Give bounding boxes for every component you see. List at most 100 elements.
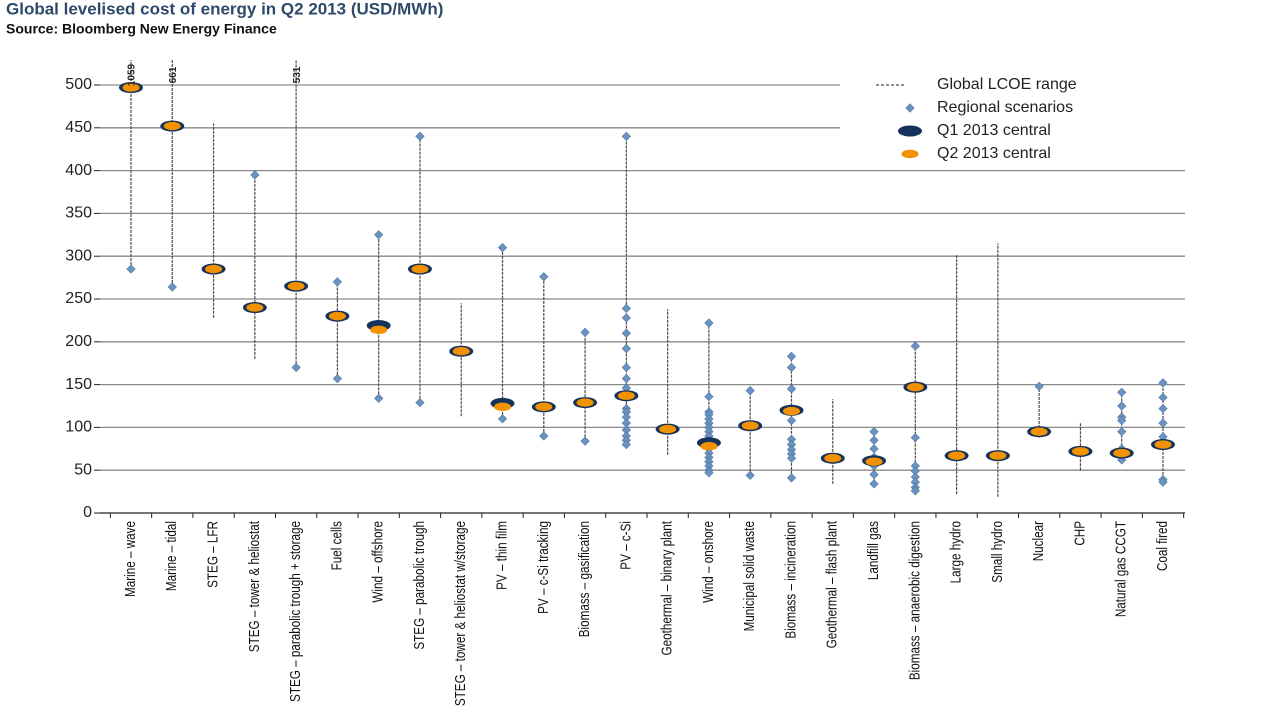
q2-central xyxy=(122,83,140,92)
scenario-point xyxy=(1158,477,1168,487)
range-max-label: 1059 xyxy=(127,63,138,86)
q2-central xyxy=(782,406,800,416)
q2-central xyxy=(246,303,264,312)
x-tick-label: Large hydro xyxy=(947,521,964,583)
scenario-point xyxy=(910,486,920,496)
x-tick-label: Municipal solid waste xyxy=(741,521,758,631)
scenario-point xyxy=(291,362,301,373)
scenario-point xyxy=(621,344,631,354)
scenario-point xyxy=(580,436,590,446)
scenario-point xyxy=(1117,387,1127,397)
scenario-point xyxy=(621,313,631,323)
scenario-point xyxy=(704,468,714,478)
y-tick-label: 50 xyxy=(74,461,92,478)
x-tick-label: Small hydro xyxy=(988,521,1005,583)
q2-central xyxy=(659,424,677,434)
y-tick-label: 100 xyxy=(65,419,92,436)
scenario-point xyxy=(786,384,797,394)
scenario-point xyxy=(910,477,920,487)
y-tick-label: 200 xyxy=(65,333,92,350)
x-tick-label: Marine – wave xyxy=(122,521,139,597)
scenario-point xyxy=(539,272,549,282)
scenario-point xyxy=(167,282,177,292)
q2-central xyxy=(824,454,842,463)
scenario-point xyxy=(332,374,342,384)
q2-central xyxy=(989,451,1007,460)
q2-central xyxy=(617,391,635,400)
q2-central xyxy=(576,398,594,407)
q2-central xyxy=(1113,448,1131,458)
q2-central xyxy=(370,325,388,335)
scenario-point xyxy=(250,170,260,180)
scenario-point xyxy=(704,318,714,328)
scenario-point xyxy=(786,473,797,483)
q2-central xyxy=(411,264,429,274)
y-tick-label: 450 xyxy=(65,119,92,136)
scenario-point xyxy=(1158,418,1168,428)
scenario-point xyxy=(332,277,342,287)
scenario-point xyxy=(1158,378,1168,388)
y-tick-label: 0 xyxy=(83,504,92,521)
q2-central xyxy=(1071,447,1089,456)
scenario-point xyxy=(869,444,879,454)
scenario-point xyxy=(126,264,136,274)
q2-central xyxy=(741,421,759,430)
y-tick-label: 250 xyxy=(65,290,92,307)
y-tick-label: 300 xyxy=(65,247,92,264)
q2-central xyxy=(328,311,346,321)
y-tick-label: 400 xyxy=(65,162,92,179)
x-tick-label: Fuel cells xyxy=(328,521,345,571)
x-tick-label: Biomass – gasification xyxy=(576,521,593,637)
x-tick-label: Nuclear xyxy=(1030,521,1047,562)
q2-central xyxy=(205,264,223,274)
scenario-point xyxy=(415,397,425,408)
scenario-point xyxy=(786,434,797,444)
scenario-point xyxy=(580,327,590,337)
scenario-point xyxy=(621,131,631,141)
x-tick-label: STEG – LFR xyxy=(204,521,221,588)
scenario-point xyxy=(869,435,879,445)
scenario-point xyxy=(786,362,797,373)
scenario-point xyxy=(786,415,797,426)
legend-label: Q1 2013 central xyxy=(937,122,1051,139)
q2-central xyxy=(535,402,553,412)
scenario-point xyxy=(539,431,549,441)
scenario-point xyxy=(786,439,797,450)
scenario-point xyxy=(621,303,631,314)
q2-central xyxy=(452,347,470,356)
x-tick-label: CHP xyxy=(1071,521,1088,546)
scenario-point xyxy=(621,362,631,373)
scenario-point xyxy=(497,414,508,424)
scenario-point xyxy=(621,439,631,450)
scenario-point xyxy=(910,466,920,476)
scenario-point xyxy=(1117,427,1127,437)
scenario-point xyxy=(621,374,631,384)
scenario-point xyxy=(910,433,920,443)
x-tick-label: Marine – tidal xyxy=(163,521,180,591)
scenario-point xyxy=(374,230,384,240)
legend-label: Regional scenarios xyxy=(937,99,1073,116)
q2-central xyxy=(163,121,181,131)
x-tick-label: Wind – onshore xyxy=(699,521,716,603)
x-tick-label: Landfill gas xyxy=(865,521,882,580)
legend-label: Q2 2013 central xyxy=(937,145,1051,162)
scenario-point xyxy=(910,461,920,471)
x-tick-label: STEG – tower & heliostat xyxy=(245,521,262,652)
legend-label: Global LCOE range xyxy=(937,76,1077,93)
x-tick-label: Biomass – incineration xyxy=(782,521,799,639)
chart-title: Global levelised cost of energy in Q2 20… xyxy=(6,0,443,18)
plot-area xyxy=(119,60,1175,497)
scenario-point xyxy=(1158,403,1168,414)
q2-central xyxy=(287,281,305,291)
q2-central xyxy=(906,382,924,392)
scenario-point xyxy=(869,469,879,480)
x-tick-label: PV – c-Si xyxy=(617,521,634,570)
q2-central xyxy=(1030,427,1048,436)
scenario-point xyxy=(621,328,631,338)
q2-central xyxy=(494,402,512,412)
scenario-point xyxy=(869,427,879,437)
y-tick-label: 150 xyxy=(65,376,92,393)
scenario-point xyxy=(704,391,714,402)
scenario-point xyxy=(745,470,755,480)
